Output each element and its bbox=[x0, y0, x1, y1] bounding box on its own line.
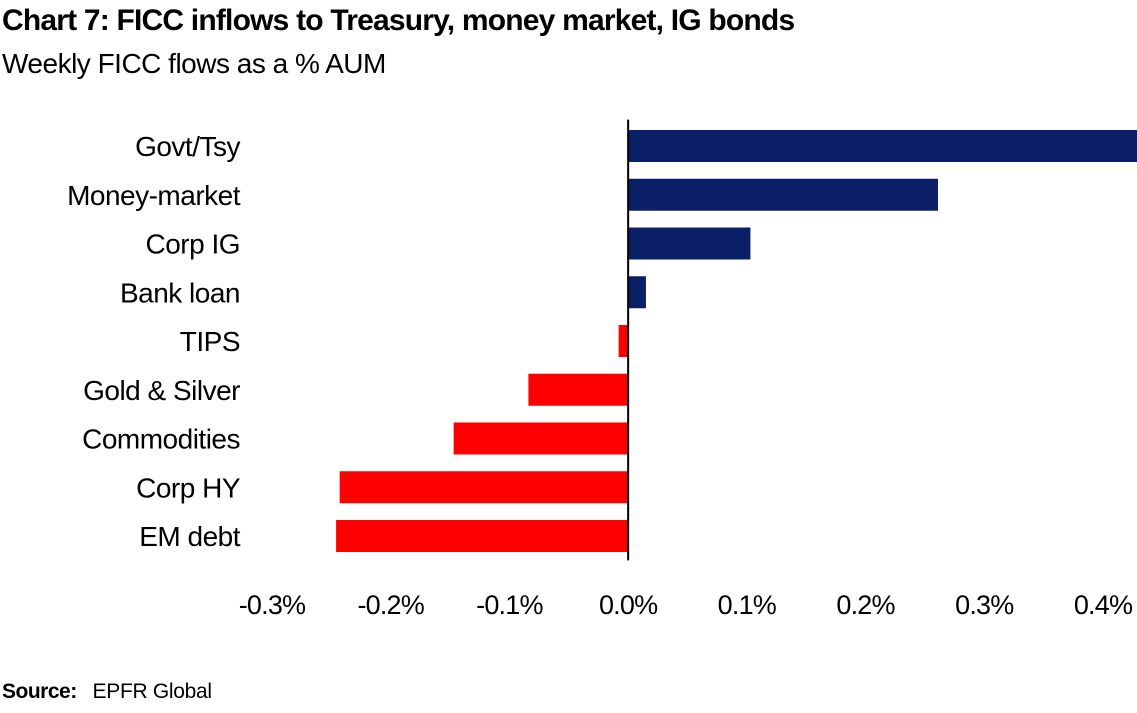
bar-corp-hy bbox=[339, 471, 629, 504]
category-label: Money-market bbox=[67, 180, 241, 211]
bar-em-debt bbox=[336, 520, 629, 552]
x-tick-label: -0.2% bbox=[357, 590, 424, 620]
x-tick-label: 0.0% bbox=[599, 590, 658, 620]
chart-subtitle: Weekly FICC flows as a % AUM bbox=[2, 48, 386, 79]
category-label: Gold & Silver bbox=[83, 375, 240, 406]
bar-bank-loan bbox=[628, 276, 646, 309]
bar-tips bbox=[618, 325, 629, 357]
x-tick-label: 0.4% bbox=[1074, 590, 1133, 620]
category-label: Corp HY bbox=[136, 472, 241, 503]
bar-govt-tsy bbox=[628, 130, 1137, 162]
source-value: EPFR Global bbox=[92, 680, 213, 703]
category-label: Bank loan bbox=[120, 277, 240, 308]
bar-gold-silver bbox=[528, 373, 629, 406]
x-tick-label: -0.1% bbox=[476, 590, 543, 620]
source-label: Source: bbox=[2, 680, 77, 703]
source-note: Source: EPFR Global bbox=[2, 680, 212, 704]
x-tick-label: 0.1% bbox=[718, 590, 777, 620]
category-label: EM debt bbox=[139, 521, 240, 552]
x-tick-label: 0.3% bbox=[955, 590, 1014, 620]
bar-corp-ig bbox=[628, 227, 751, 260]
bar-money-market bbox=[628, 178, 938, 211]
category-label: TIPS bbox=[180, 326, 240, 357]
x-tick-label: 0.2% bbox=[836, 590, 895, 620]
x-tick-label: -0.3% bbox=[239, 590, 306, 620]
chart-title: Chart 7: FICC inflows to Treasury, money… bbox=[2, 4, 795, 37]
category-label: Commodities bbox=[82, 424, 240, 455]
bar-commodities bbox=[453, 422, 629, 455]
category-label: Govt/Tsy bbox=[135, 131, 240, 162]
category-label: Corp IG bbox=[145, 229, 240, 260]
